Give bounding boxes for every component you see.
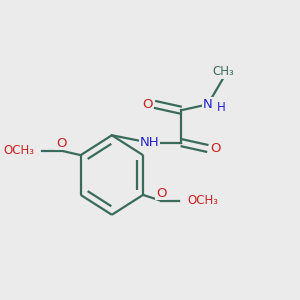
Text: O: O [210,142,220,155]
Text: O: O [142,98,153,111]
Text: O: O [56,136,67,150]
Text: H: H [217,101,226,114]
Text: OCH₃: OCH₃ [187,194,218,207]
Text: NH: NH [140,136,159,149]
Text: N: N [203,98,213,111]
Text: OCH₃: OCH₃ [3,144,34,157]
Text: O: O [156,187,166,200]
Text: CH₃: CH₃ [212,65,234,78]
